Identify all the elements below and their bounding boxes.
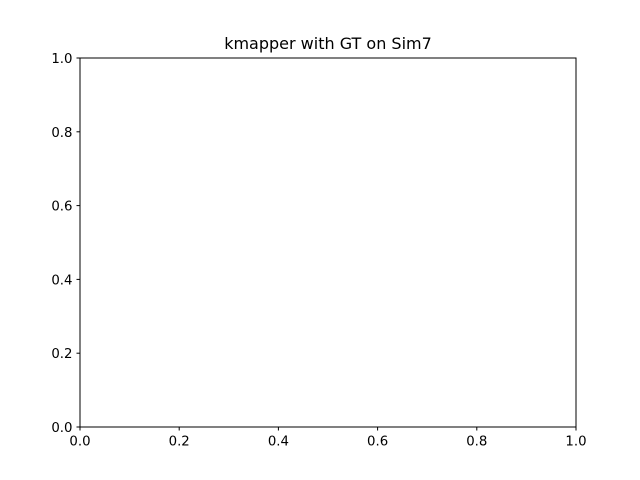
x-axis-ticks: 0.0 0.2 0.4 0.6 0.8 1.0 — [69, 427, 587, 450]
plot-frame — [79, 57, 577, 428]
x-tick-label: 1.0 — [565, 435, 586, 450]
y-tick-label: 0.0 — [51, 421, 72, 436]
y-tick-label: 1.0 — [51, 52, 72, 67]
x-tick-label: 0.4 — [268, 435, 289, 450]
chart-title: kmapper with GT on Sim7 — [224, 34, 432, 53]
x-tick-label: 0.8 — [466, 435, 487, 450]
y-axis-ticks: 0.0 0.2 0.4 0.6 0.8 1.0 — [51, 52, 80, 436]
x-tick-label: 0.2 — [169, 435, 190, 450]
y-tick-label: 0.6 — [51, 200, 72, 215]
y-tick-label: 0.8 — [51, 126, 72, 141]
y-tick-label: 0.4 — [51, 273, 72, 288]
plot-area — [80, 58, 576, 427]
x-tick-label: 0.6 — [367, 435, 388, 450]
x-tick-label: 0.0 — [69, 435, 90, 450]
y-tick-label: 0.2 — [51, 347, 72, 362]
